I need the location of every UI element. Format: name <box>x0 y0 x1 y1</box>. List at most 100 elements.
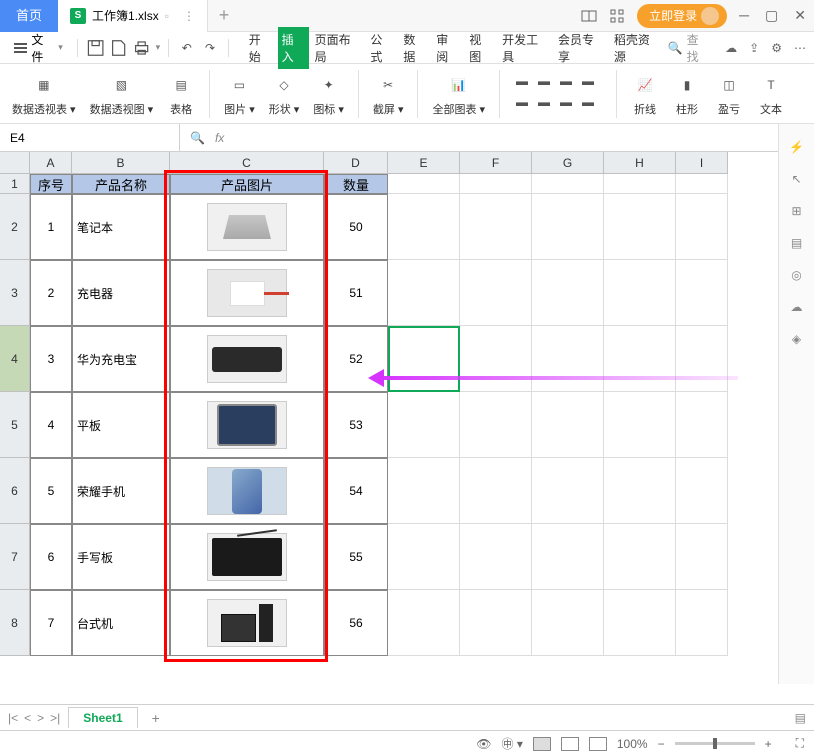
col-header[interactable]: A <box>30 152 72 174</box>
row-header[interactable]: 1 <box>0 174 30 194</box>
menu-tab[interactable]: 公式 <box>366 27 397 69</box>
chart-mini-icon[interactable]: ▬ <box>582 74 600 92</box>
cell[interactable] <box>388 194 460 260</box>
cell[interactable] <box>604 260 676 326</box>
cell[interactable] <box>604 458 676 524</box>
cell[interactable] <box>604 524 676 590</box>
ribbon-group[interactable]: 📈折线 <box>627 71 663 117</box>
cell[interactable] <box>460 458 532 524</box>
grid[interactable]: ABCDEFGHI 12345678 序号产品名称产品图片数量1笔记本502充电… <box>0 152 814 704</box>
cell[interactable]: 华为充电宝 <box>72 326 170 392</box>
cell[interactable] <box>388 326 460 392</box>
chart-mini-icon[interactable]: ▬ <box>538 74 556 92</box>
chart-mini-icon[interactable]: ▬ <box>516 95 534 113</box>
apps-icon[interactable] <box>609 8 625 24</box>
cell[interactable] <box>532 326 604 392</box>
eye-icon[interactable]: 👁 <box>476 737 491 751</box>
close-button[interactable]: ✕ <box>794 7 806 24</box>
cell[interactable]: 50 <box>324 194 388 260</box>
col-header[interactable]: C <box>170 152 324 174</box>
cell[interactable]: 51 <box>324 260 388 326</box>
cell[interactable]: 6 <box>30 524 72 590</box>
menu-tab[interactable]: 页面布局 <box>311 27 365 69</box>
row-header[interactable]: 6 <box>0 458 30 524</box>
cell[interactable] <box>676 590 728 656</box>
row-header[interactable]: 2 <box>0 194 30 260</box>
cell[interactable]: 4 <box>30 392 72 458</box>
cell[interactable] <box>532 458 604 524</box>
menu-tab[interactable]: 视图 <box>465 27 496 69</box>
chart-mini-icon[interactable]: ▬ <box>560 74 578 92</box>
row-header[interactable]: 7 <box>0 524 30 590</box>
col-header[interactable]: F <box>460 152 532 174</box>
cell[interactable]: 产品图片 <box>170 174 324 194</box>
chart-mini-icon[interactable]: ▬ <box>560 95 578 113</box>
chart-mini-icon[interactable]: ▬ <box>516 74 534 92</box>
sheet-prev-icon[interactable]: < <box>24 711 31 725</box>
cell[interactable] <box>460 392 532 458</box>
cell[interactable]: 平板 <box>72 392 170 458</box>
ribbon-group[interactable]: T文本 <box>753 71 789 117</box>
cell[interactable]: 5 <box>30 458 72 524</box>
cell[interactable] <box>460 524 532 590</box>
col-header[interactable]: G <box>532 152 604 174</box>
row-header[interactable]: 4 <box>0 326 30 392</box>
zoom-in-button[interactable]: + <box>765 737 772 751</box>
cell[interactable] <box>676 326 728 392</box>
col-header[interactable]: H <box>604 152 676 174</box>
cell[interactable] <box>460 326 532 392</box>
grid-icon[interactable] <box>581 8 597 24</box>
zoom-slider[interactable] <box>675 742 755 745</box>
cell[interactable]: 台式机 <box>72 590 170 656</box>
cell[interactable]: 53 <box>324 392 388 458</box>
cursor-icon[interactable]: ↖ <box>791 172 801 186</box>
cell[interactable] <box>532 392 604 458</box>
menu-tab[interactable]: 开发工具 <box>498 27 552 69</box>
cloud-icon[interactable]: ☁ <box>725 41 737 55</box>
cell[interactable] <box>388 260 460 326</box>
settings-panel-icon[interactable]: ⊞ <box>791 204 801 218</box>
add-tab-button[interactable]: + <box>208 5 240 26</box>
cell[interactable]: 1 <box>30 194 72 260</box>
cell[interactable] <box>460 260 532 326</box>
settings-icon[interactable]: ⚙ <box>771 41 782 55</box>
redo-icon[interactable]: ↷ <box>200 38 219 58</box>
row-header[interactable]: 5 <box>0 392 30 458</box>
tag-icon[interactable]: ◈ <box>792 332 801 346</box>
cell[interactable]: 产品名称 <box>72 174 170 194</box>
ribbon-group[interactable]: ▧数据透视图 ▾ <box>86 71 158 117</box>
cell[interactable] <box>604 174 676 194</box>
name-box[interactable]: E4 <box>0 124 180 151</box>
menu-tab[interactable]: 审阅 <box>432 27 463 69</box>
cell[interactable] <box>604 326 676 392</box>
cell[interactable] <box>170 524 324 590</box>
ribbon-group[interactable]: ▮柱形 <box>669 71 705 117</box>
sheet-tab[interactable]: Sheet1 <box>68 707 137 728</box>
sheet-menu-icon[interactable]: ▤ <box>795 711 806 725</box>
cell[interactable] <box>460 194 532 260</box>
menu-tab[interactable]: 会员专享 <box>554 27 608 69</box>
cell[interactable] <box>676 260 728 326</box>
cell[interactable]: 荣耀手机 <box>72 458 170 524</box>
cell[interactable]: 56 <box>324 590 388 656</box>
home-tab[interactable]: 首页 <box>0 0 58 32</box>
cell[interactable] <box>170 326 324 392</box>
file-menu[interactable]: 文件 ▾ <box>8 31 69 65</box>
cell[interactable] <box>170 260 324 326</box>
cell[interactable] <box>388 174 460 194</box>
col-header[interactable]: I <box>676 152 728 174</box>
fx-icon[interactable]: fx <box>215 131 224 145</box>
cell[interactable] <box>676 194 728 260</box>
document-tab[interactable]: S 工作簿1.xlsx ▫ ⋮ <box>58 0 208 32</box>
view-normal-button[interactable] <box>533 737 551 751</box>
cell[interactable]: 数量 <box>324 174 388 194</box>
login-button[interactable]: 立即登录 <box>637 4 727 28</box>
select-all-corner[interactable] <box>0 152 30 174</box>
cell[interactable] <box>676 174 728 194</box>
chart-mini-icon[interactable]: ▬ <box>582 95 600 113</box>
sheet-first-icon[interactable]: |< <box>8 711 18 725</box>
cell[interactable]: 7 <box>30 590 72 656</box>
cell[interactable]: 手写板 <box>72 524 170 590</box>
export-icon[interactable] <box>109 38 128 58</box>
cell[interactable] <box>676 458 728 524</box>
